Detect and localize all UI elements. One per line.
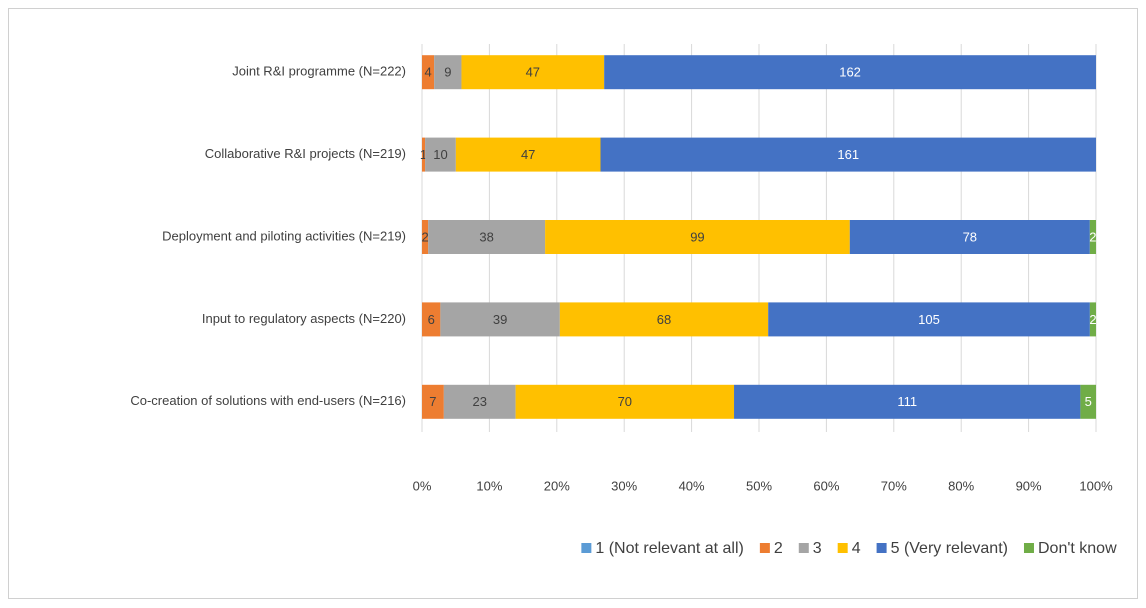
data-label: 10: [433, 147, 447, 162]
bar-segment: [443, 384, 516, 419]
bar-segment: [515, 384, 735, 419]
bar-segment: [1080, 384, 1096, 419]
bar-segment: [600, 137, 1096, 172]
data-label: 4: [424, 65, 431, 80]
y-tick-label: Deployment and piloting activities (N=21…: [162, 228, 406, 243]
data-label: 99: [690, 229, 704, 244]
data-label: 1: [420, 147, 427, 162]
x-tick-label: 40%: [679, 478, 705, 493]
bar-segment: [422, 302, 441, 337]
x-tick-label: 0%: [413, 478, 432, 493]
data-label: 2: [1089, 312, 1096, 327]
data-label: 161: [837, 147, 859, 162]
legend-label: 2: [774, 540, 783, 557]
legend-swatch: [837, 543, 848, 553]
x-tick-label: 80%: [948, 478, 974, 493]
data-label: 2: [1089, 229, 1096, 244]
x-tick-label: 90%: [1016, 478, 1042, 493]
bar-segment: [768, 302, 1090, 337]
bar-segment: [422, 55, 435, 90]
legend-swatch: [759, 543, 770, 553]
data-label: 9: [444, 65, 451, 80]
data-label: 70: [618, 394, 632, 409]
data-label: 68: [657, 312, 671, 327]
bar-segment: [545, 220, 850, 254]
data-label: 39: [493, 312, 507, 327]
bar-segment: [1089, 220, 1096, 254]
bar-segment: [422, 384, 444, 419]
legend-swatch: [1023, 543, 1034, 553]
legend-label: 3: [813, 540, 822, 557]
legend-swatch: [798, 543, 809, 553]
x-tick-label: 60%: [813, 478, 839, 493]
data-label: 47: [521, 147, 535, 162]
x-tick-label: 100%: [1079, 478, 1113, 493]
legend-label: Don't know: [1038, 540, 1117, 557]
y-tick-label: Input to regulatory aspects (N=220): [202, 311, 406, 326]
bar-segment: [422, 137, 426, 172]
y-tick-label: Collaborative R&I projects (N=219): [205, 146, 406, 161]
data-label: 47: [526, 65, 540, 80]
x-tick-label: 30%: [611, 478, 637, 493]
y-tick-label: Joint R&I programme (N=222): [232, 64, 406, 79]
bar-segment: [425, 137, 456, 172]
legend-label: 4: [852, 540, 861, 557]
bar-segment: [604, 55, 1096, 90]
bar-segment: [461, 55, 605, 90]
legend-swatch: [581, 543, 592, 553]
data-label: 38: [479, 229, 493, 244]
y-tick-label: Co-creation of solutions with end-users …: [130, 393, 406, 408]
data-label: 2: [421, 229, 428, 244]
bar-segment: [422, 220, 429, 254]
x-tick-label: 50%: [746, 478, 772, 493]
legend-swatch: [876, 543, 887, 553]
x-tick-label: 10%: [476, 478, 502, 493]
data-label: 7: [429, 394, 436, 409]
bar-segment: [440, 302, 560, 337]
bar-segment: [734, 384, 1081, 419]
data-label: 6: [428, 312, 435, 327]
bar-segment: [428, 220, 546, 254]
bar-segment: [455, 137, 601, 172]
bar-segment: [1089, 302, 1096, 337]
bar-segment: [849, 220, 1090, 254]
data-label: 111: [897, 394, 917, 409]
legend-label: 1 (Not relevant at all): [595, 540, 744, 557]
x-tick-label: 20%: [544, 478, 570, 493]
legend-label: 5 (Very relevant): [891, 540, 1008, 557]
data-label: 23: [472, 394, 486, 409]
data-label: 5: [1085, 394, 1092, 409]
data-label: 105: [918, 312, 940, 327]
x-tick-label: 70%: [881, 478, 907, 493]
data-label: 162: [839, 65, 861, 80]
data-label: 78: [963, 229, 977, 244]
bar-segment: [434, 55, 462, 90]
bar-segment: [559, 302, 769, 337]
